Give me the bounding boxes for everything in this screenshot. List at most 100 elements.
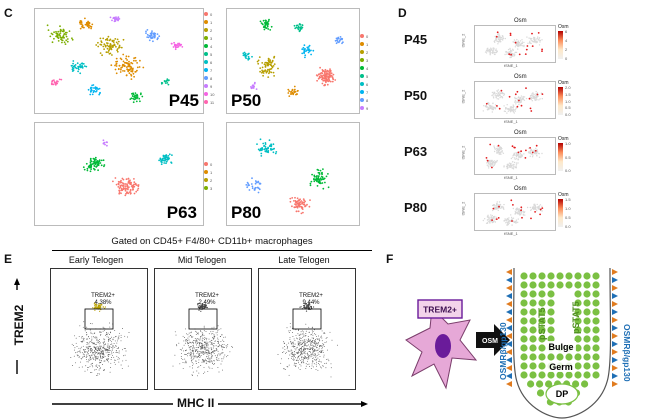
cell-dot bbox=[519, 101, 522, 104]
cell-dot bbox=[198, 354, 200, 356]
cell-dot bbox=[212, 363, 214, 364]
cell-dot bbox=[308, 205, 311, 208]
cell-dot bbox=[90, 168, 92, 170]
cell-dot bbox=[512, 111, 515, 113]
cell-dot bbox=[193, 355, 195, 357]
cell-dot bbox=[342, 41, 344, 44]
cell-dot bbox=[288, 90, 291, 92]
stem-cell-dot bbox=[547, 281, 555, 289]
cell-dot bbox=[104, 143, 106, 146]
cell-dot bbox=[517, 162, 519, 164]
cell-dot bbox=[531, 32, 533, 35]
cell-dot bbox=[160, 82, 163, 85]
cell-dot bbox=[323, 84, 325, 87]
cell-dot bbox=[302, 350, 304, 351]
cell-dot bbox=[122, 53, 125, 56]
gate-name-late: TREM2+ bbox=[299, 293, 323, 299]
stem-cell-dot bbox=[538, 272, 546, 280]
cell-dot bbox=[92, 366, 94, 368]
cell-dot bbox=[314, 342, 315, 344]
cell-dot bbox=[91, 372, 93, 374]
cell-dot bbox=[326, 349, 328, 351]
cell-dot bbox=[124, 354, 126, 356]
cell-dot bbox=[310, 339, 312, 341]
cell-dot bbox=[287, 88, 290, 91]
cell-dot bbox=[87, 165, 90, 168]
cell-dot bbox=[117, 357, 119, 359]
cell-dot bbox=[264, 147, 267, 150]
cell-dot bbox=[316, 338, 318, 340]
cell-dot bbox=[319, 361, 321, 363]
cell-dot bbox=[106, 345, 108, 347]
scale-tick: 2 bbox=[565, 47, 568, 52]
cell-dot bbox=[293, 362, 295, 364]
cell-dot bbox=[198, 341, 200, 343]
cell-dot bbox=[524, 53, 527, 55]
cell-dot bbox=[182, 359, 184, 361]
cell-dot bbox=[93, 165, 96, 167]
cell-dot bbox=[146, 36, 149, 38]
cell-dot bbox=[541, 152, 543, 155]
cell-dot bbox=[298, 199, 300, 202]
cell-dot bbox=[328, 360, 330, 362]
cell-dot bbox=[129, 98, 132, 100]
cell-dot bbox=[95, 336, 97, 338]
cell-dot bbox=[197, 306, 200, 308]
cell-dot bbox=[322, 346, 323, 348]
cell-dot bbox=[109, 339, 111, 341]
cell-dot bbox=[186, 349, 188, 351]
cell-dot bbox=[300, 348, 301, 350]
cell-dot bbox=[494, 208, 496, 210]
cell-dot bbox=[271, 60, 274, 63]
cell-dot bbox=[209, 361, 211, 363]
cell-dot bbox=[320, 178, 323, 181]
cell-dot bbox=[298, 349, 300, 351]
cell-dot bbox=[163, 162, 166, 164]
cell-dot bbox=[316, 79, 318, 82]
cell-dot bbox=[196, 357, 198, 359]
cell-dot bbox=[60, 78, 63, 81]
legend-dot-icon bbox=[204, 162, 208, 166]
cell-dot bbox=[307, 348, 309, 350]
receptor-triangle-icon bbox=[506, 333, 512, 339]
cell-dot bbox=[253, 82, 256, 85]
cell-dot bbox=[127, 188, 129, 191]
receptor-triangle-icon bbox=[506, 309, 512, 315]
cell-dot bbox=[148, 34, 151, 37]
cell-dot bbox=[209, 360, 210, 362]
cell-dot bbox=[518, 103, 520, 106]
cell-dot bbox=[83, 340, 85, 342]
cell-dot bbox=[204, 371, 206, 373]
cell-dot bbox=[304, 335, 306, 337]
cell-dot bbox=[316, 358, 318, 360]
cell-dot bbox=[503, 203, 505, 206]
cell-dot bbox=[492, 209, 494, 212]
cell-dot bbox=[89, 355, 91, 357]
cell-dot bbox=[96, 357, 98, 359]
cell-dot bbox=[298, 351, 300, 353]
legend-dot-icon bbox=[204, 170, 208, 174]
stem-cell-dot bbox=[529, 362, 537, 370]
legend-label: 3 bbox=[210, 185, 213, 191]
cell-dot bbox=[201, 346, 203, 348]
cell-dot bbox=[189, 345, 191, 347]
stem-cell-dot bbox=[547, 335, 555, 343]
cell-dot bbox=[102, 352, 104, 354]
cell-dot bbox=[77, 351, 79, 352]
cell-dot bbox=[136, 69, 138, 72]
cell-dot bbox=[313, 350, 315, 352]
cell-dot bbox=[534, 40, 536, 42]
cell-dot bbox=[111, 336, 113, 338]
cell-dot bbox=[189, 346, 191, 348]
cell-dot bbox=[320, 75, 323, 78]
cell-dot bbox=[206, 351, 208, 353]
cell-dot bbox=[96, 352, 98, 354]
cell-dot bbox=[289, 350, 291, 352]
cell-dot bbox=[310, 333, 312, 335]
cell-dot bbox=[206, 306, 208, 309]
cell-dot bbox=[199, 304, 201, 307]
cell-dot bbox=[491, 111, 493, 113]
cell-dot bbox=[107, 332, 109, 334]
cell-dot bbox=[493, 164, 495, 166]
cell-dot bbox=[198, 361, 200, 363]
